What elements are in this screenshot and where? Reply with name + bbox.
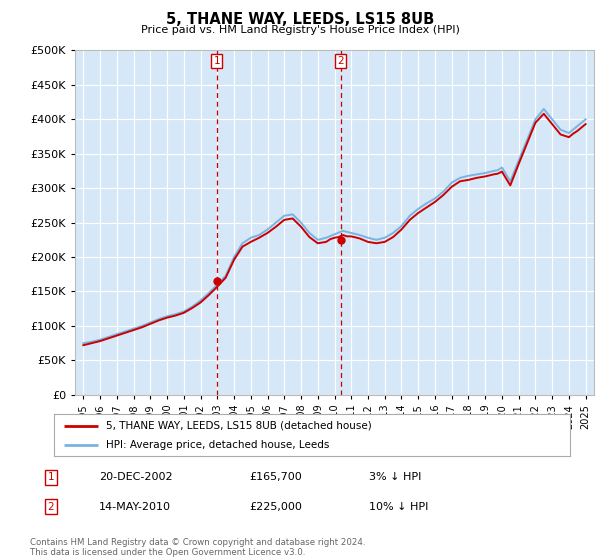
Text: 10% ↓ HPI: 10% ↓ HPI: [369, 502, 428, 512]
Text: HPI: Average price, detached house, Leeds: HPI: Average price, detached house, Leed…: [106, 440, 329, 450]
Text: 14-MAY-2010: 14-MAY-2010: [99, 502, 171, 512]
Text: 1: 1: [47, 472, 55, 482]
Text: £225,000: £225,000: [249, 502, 302, 512]
Text: Price paid vs. HM Land Registry's House Price Index (HPI): Price paid vs. HM Land Registry's House …: [140, 25, 460, 35]
Text: Contains HM Land Registry data © Crown copyright and database right 2024.
This d: Contains HM Land Registry data © Crown c…: [30, 538, 365, 557]
Text: 5, THANE WAY, LEEDS, LS15 8UB: 5, THANE WAY, LEEDS, LS15 8UB: [166, 12, 434, 27]
Text: 2: 2: [47, 502, 55, 512]
Text: 5, THANE WAY, LEEDS, LS15 8UB (detached house): 5, THANE WAY, LEEDS, LS15 8UB (detached …: [106, 421, 371, 431]
Text: £165,700: £165,700: [249, 472, 302, 482]
Text: 20-DEC-2002: 20-DEC-2002: [99, 472, 173, 482]
Text: 2: 2: [337, 56, 344, 66]
Text: 1: 1: [214, 56, 220, 66]
Text: 3% ↓ HPI: 3% ↓ HPI: [369, 472, 421, 482]
